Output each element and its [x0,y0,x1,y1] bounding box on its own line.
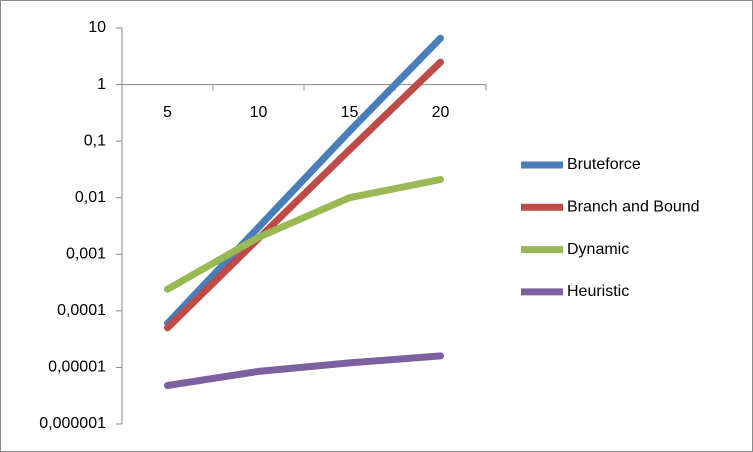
series-line [164,34,444,327]
y-tick-label: 0,00001 [48,359,106,376]
x-tick-label: 20 [432,104,450,121]
legend-label: Dynamic [567,241,629,258]
y-tick-label: 0,1 [84,132,106,149]
y-tick-label: 0,000001 [39,415,106,432]
series-line [164,176,444,293]
legend-label: Heuristic [567,283,629,300]
y-tick-label: 10 [88,19,106,36]
y-tick-label: 0,01 [75,189,106,206]
x-tick-label: 10 [250,104,268,121]
y-tick-label: 1 [97,76,106,93]
y-tick-label: 0,0001 [57,302,106,319]
y-tick-label: 0,001 [66,246,106,263]
x-tick-label: 15 [341,104,359,121]
legend-label: Branch and Bound [567,199,700,216]
series-line [164,352,444,389]
x-tick-label: 5 [163,104,172,121]
series-line [164,58,444,332]
legend-label: Bruteforce [567,156,641,173]
